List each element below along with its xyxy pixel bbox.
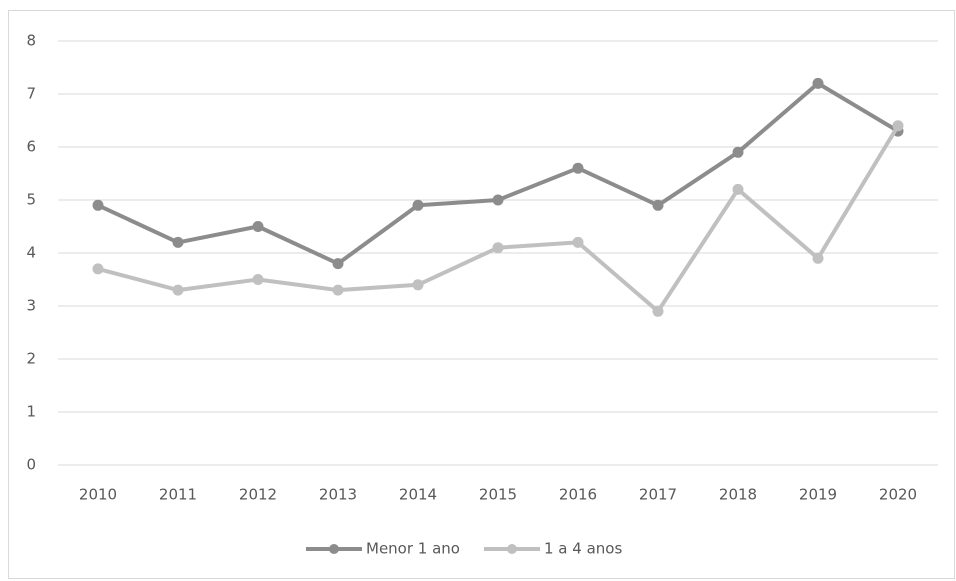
x-tick-label: 2019 [799, 486, 837, 504]
y-tick-label: 3 [26, 297, 36, 315]
y-tick-label: 8 [26, 32, 36, 50]
point [812, 77, 824, 89]
point [652, 305, 664, 317]
y-tick-label: 5 [26, 191, 36, 209]
point [572, 236, 584, 248]
point [572, 162, 584, 174]
y-tick-label: 0 [26, 456, 36, 474]
y-tick-label: 2 [26, 350, 36, 368]
point [332, 258, 344, 270]
x-tick-label: 2014 [399, 486, 437, 504]
point [732, 183, 744, 195]
point [812, 252, 824, 264]
y-tick-label: 1 [26, 403, 36, 421]
x-tick-label: 2015 [479, 486, 517, 504]
chart-frame [8, 10, 955, 579]
point [652, 199, 664, 211]
point [172, 284, 184, 296]
y-tick-label: 7 [26, 85, 36, 103]
x-tick-label: 2016 [559, 486, 597, 504]
x-tick-label: 2017 [639, 486, 677, 504]
x-tick-label: 2013 [319, 486, 357, 504]
y-tick-label: 4 [26, 244, 36, 262]
legend-label: 1 a 4 anos [544, 540, 622, 558]
point [892, 120, 904, 132]
x-tick-label: 2011 [159, 486, 197, 504]
legend-label: Menor 1 ano [366, 540, 460, 558]
legend-marker [506, 544, 517, 554]
legend-marker [329, 544, 339, 554]
point [492, 242, 504, 254]
point [732, 146, 744, 158]
point [252, 274, 264, 285]
point [332, 284, 344, 296]
x-tick-label: 2020 [879, 486, 917, 504]
x-tick-label: 2018 [719, 486, 757, 504]
point [92, 199, 104, 211]
y-tick-label: 6 [26, 138, 36, 156]
point [172, 236, 184, 248]
x-tick-label: 2010 [79, 486, 117, 504]
point [412, 279, 424, 291]
point [492, 194, 504, 206]
point [412, 199, 424, 211]
x-tick-label: 2012 [239, 486, 277, 504]
point [252, 221, 264, 232]
point [92, 263, 104, 275]
